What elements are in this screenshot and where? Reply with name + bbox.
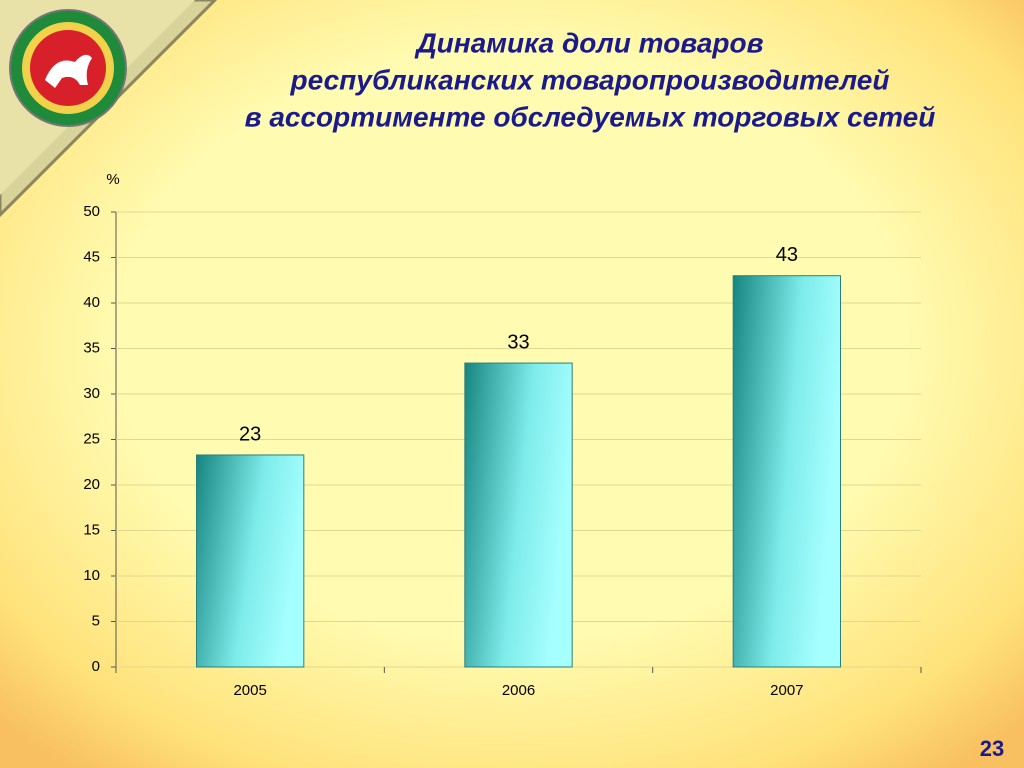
- title-line: республиканских товаропроизводителей: [290, 64, 890, 95]
- x-tick-label: 2007: [770, 682, 803, 699]
- title-line: в ассортименте обследуемых торговых сете…: [245, 101, 936, 132]
- y-tick-label: 10: [83, 567, 100, 584]
- bar: [464, 362, 573, 668]
- x-tick-label: 2005: [233, 682, 266, 699]
- y-tick-label: 20: [83, 476, 100, 493]
- slide-number: 23: [980, 736, 1004, 761]
- y-tick-label: 50: [83, 203, 100, 220]
- y-tick-label: 0: [92, 658, 100, 675]
- data-label: 33: [507, 331, 529, 353]
- y-tick-label: 40: [83, 294, 100, 311]
- data-label: 23: [239, 423, 261, 445]
- y-tick-label: 30: [83, 385, 100, 402]
- data-label: 43: [776, 244, 798, 266]
- x-tick-label: 2006: [502, 682, 535, 699]
- bar: [732, 275, 842, 668]
- y-tick-label: 5: [92, 612, 100, 629]
- title-line: Динамика доли товаров: [414, 27, 763, 58]
- y-tick-label: 25: [83, 430, 100, 447]
- y-tick-label: 15: [83, 521, 100, 538]
- emblem: [9, 9, 127, 127]
- y-axis-label: %: [106, 171, 119, 188]
- y-tick-label: 35: [83, 339, 100, 356]
- bar: [196, 454, 305, 668]
- title: Динамика доли товаров республиканских тов…: [245, 27, 936, 132]
- y-tick-label: 45: [83, 248, 100, 265]
